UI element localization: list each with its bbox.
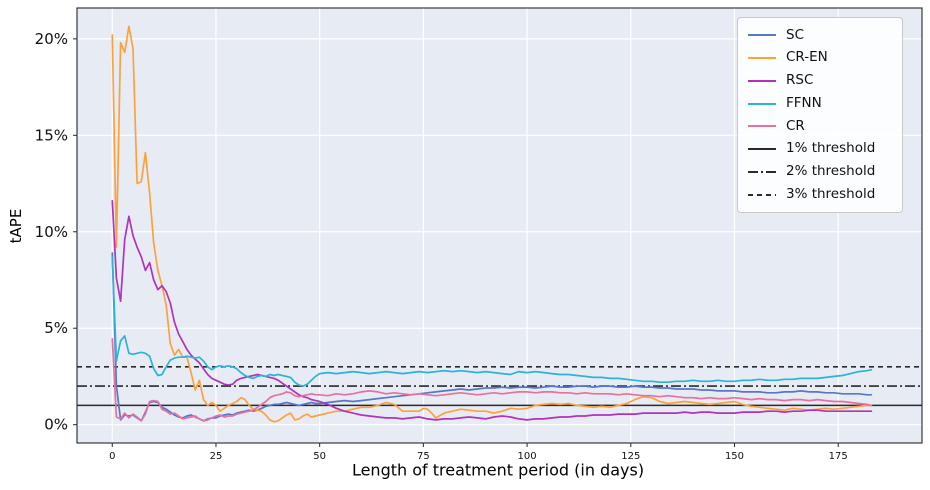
legend-item-2-threshold: 2% threshold	[747, 165, 893, 179]
legend-item-cr-en: CR-EN	[747, 51, 893, 65]
legend-swatch	[748, 148, 776, 151]
plot-border	[76, 7, 923, 444]
x-tick-label: 150	[725, 451, 744, 462]
legend-item-cr: CR	[747, 117, 893, 134]
y-tick-label: 15%	[35, 126, 68, 144]
y-tick-label: 5%	[44, 319, 68, 337]
legend-item-rsc: RSC	[747, 74, 893, 88]
series-line-cr	[111, 337, 873, 422]
legend-label: 2% threshold	[786, 163, 876, 180]
x-tick-label: 0	[109, 451, 115, 462]
y-tick-label: 0%	[44, 416, 68, 434]
x-tick-label: 25	[210, 451, 223, 462]
legend-swatch	[748, 57, 776, 60]
legend-item-ffnn: FFNN	[747, 94, 893, 111]
x-tick-label: 50	[313, 451, 326, 462]
y-axis-label: tAPE	[7, 208, 25, 244]
y-tick-label: 10%	[35, 223, 68, 241]
legend-swatch	[748, 125, 776, 128]
y-tick-label: 20%	[35, 30, 68, 48]
legend-label: CR	[786, 117, 805, 134]
series-line-cr-en	[111, 25, 873, 423]
legend-label: FFNN	[786, 94, 822, 111]
legend-label: RSC	[786, 72, 814, 89]
legend-label: 1% threshold	[786, 140, 876, 157]
x-tick-label: 100	[518, 451, 537, 462]
legend-item-1-threshold: 1% threshold	[747, 142, 893, 156]
legend-item-sc: SC	[747, 26, 893, 43]
x-axis-label: Length of treatment period (in days)	[351, 460, 645, 480]
legend-swatch	[748, 34, 776, 37]
legend-swatch	[748, 79, 776, 82]
x-tick-label: 175	[829, 451, 848, 462]
x-tick-label: 125	[621, 451, 640, 462]
legend-label: CR-EN	[786, 49, 828, 66]
legend-swatch	[748, 170, 776, 173]
legend-label: 3% threshold	[786, 185, 876, 202]
x-tick-label: 75	[417, 451, 430, 462]
legend-item-3-threshold: 3% threshold	[747, 185, 893, 202]
legend: SC CR-EN RSC FFNN CR 1% threshold 2% threshold…	[737, 17, 903, 213]
legend-swatch	[748, 102, 776, 105]
series-line-ffnn	[111, 255, 873, 387]
legend-label: SC	[786, 26, 804, 43]
legend-swatch	[748, 193, 776, 196]
